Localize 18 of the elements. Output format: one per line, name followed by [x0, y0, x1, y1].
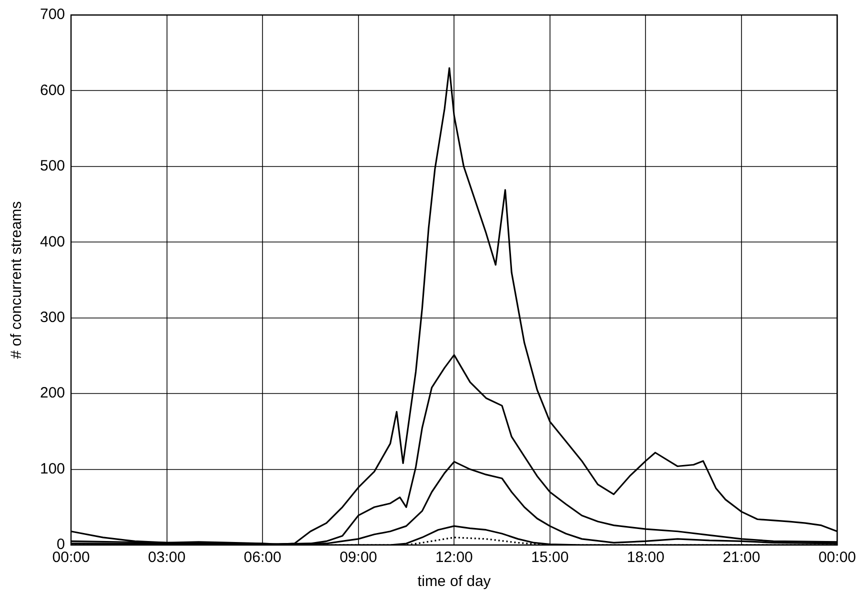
y-tick-label: 600: [40, 82, 66, 99]
x-tick-label: 15:00: [531, 549, 569, 566]
y-tick-label: 300: [40, 309, 66, 326]
x-tick-label: 18:00: [626, 549, 664, 566]
y-tick-label: 500: [40, 158, 66, 175]
y-axis-title: # of concurrent streams: [8, 201, 26, 359]
x-tick-label: 00:00: [818, 549, 856, 566]
x-tick-label: 06:00: [244, 549, 282, 566]
x-tick-label: 21:00: [722, 549, 760, 566]
y-tick-label: 200: [40, 384, 66, 402]
x-tick-label: 00:00: [52, 549, 90, 566]
y-tick-label: 400: [40, 233, 66, 250]
x-tick-label: 12:00: [435, 549, 473, 566]
y-tick-label: 100: [40, 460, 66, 478]
x-axis-title: time of day: [417, 573, 492, 590]
x-tick-label: 09:00: [340, 549, 378, 566]
y-tick-label: 700: [40, 6, 66, 24]
x-tick-label: 03:00: [148, 549, 186, 566]
